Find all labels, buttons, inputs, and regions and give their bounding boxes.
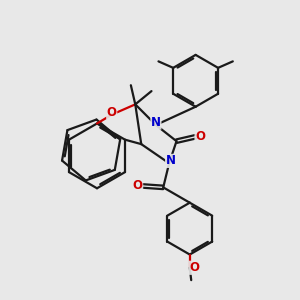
Text: O: O [133,179,142,192]
Text: O: O [189,261,199,274]
Text: N: N [151,116,161,129]
Text: O: O [107,106,117,119]
Text: O: O [195,130,205,143]
Text: N: N [166,154,176,167]
